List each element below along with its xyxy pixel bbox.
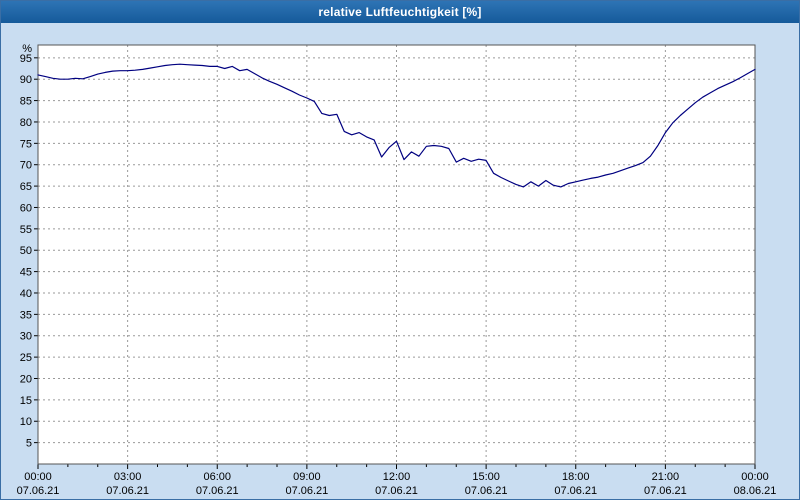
x-tick-time-label: 06:00 [203, 471, 231, 483]
y-tick-label: 15 [20, 395, 32, 407]
humidity-line [37, 63, 756, 188]
y-axis-unit-label: % [22, 43, 32, 55]
x-tick-time-label: 09:00 [293, 471, 321, 483]
y-tick-label: 50 [20, 245, 32, 257]
x-tick-time-label: 12:00 [383, 471, 411, 483]
y-tick-label: 60 [20, 202, 32, 214]
y-tick-label: 75 [20, 138, 32, 150]
x-tick-date-label: 07.06.21 [196, 485, 239, 497]
x-tick-date-label: 07.06.21 [285, 485, 328, 497]
y-tick-label: 95 [20, 53, 32, 65]
x-tick-time-label: 00:00 [741, 471, 769, 483]
x-tick-date-label: 07.06.21 [17, 485, 60, 497]
x-tick-time-label: 03:00 [114, 471, 142, 483]
chart-area: 95 90 85 80 75 70 65 60 55 50 45 40 35 30 25 20 15 10 5% 00… [1, 23, 799, 499]
humidity-chart: 95 90 85 80 75 70 65 60 55 50 45 40 35 30 25 20 15 10 5% 00… [17, 43, 777, 497]
y-tick-label: 10 [20, 416, 32, 428]
y-tick-label: 30 [20, 331, 32, 343]
x-tick-time-label: 18:00 [562, 471, 590, 483]
title-bar: relative Luftfeuchtigkeit [%] [1, 1, 799, 23]
y-tick-label: 35 [20, 309, 32, 321]
y-tick-label: 55 [20, 224, 32, 236]
y-tick-label: 40 [20, 288, 32, 300]
y-tick-label: 45 [20, 267, 32, 279]
x-tick-time-label: 00:00 [24, 471, 52, 483]
x-tick-date-label: 07.06.21 [465, 485, 508, 497]
y-tick-label: 85 [20, 96, 32, 108]
x-tick-date-label: 07.06.21 [554, 485, 597, 497]
x-tick-date-label: 08.06.21 [734, 485, 777, 497]
x-tick-date-label: 07.06.21 [106, 485, 149, 497]
y-tick-label: 20 [20, 373, 32, 385]
plot-background [38, 45, 755, 464]
x-tick-time-label: 21:00 [652, 471, 680, 483]
y-tick-label: 25 [20, 352, 32, 364]
y-tick-label: 90 [20, 74, 32, 86]
y-tick-label: 65 [20, 181, 32, 193]
plot-border [37, 44, 756, 465]
x-tick-date-label: 07.06.21 [644, 485, 687, 497]
x-tick-date-label: 07.06.21 [375, 485, 418, 497]
y-tick-label: 80 [20, 117, 32, 129]
y-tick-label: 70 [20, 160, 32, 172]
page-title: relative Luftfeuchtigkeit [%] [318, 5, 482, 19]
y-tick-label: 5 [26, 438, 32, 450]
x-tick-time-label: 15:00 [472, 471, 500, 483]
